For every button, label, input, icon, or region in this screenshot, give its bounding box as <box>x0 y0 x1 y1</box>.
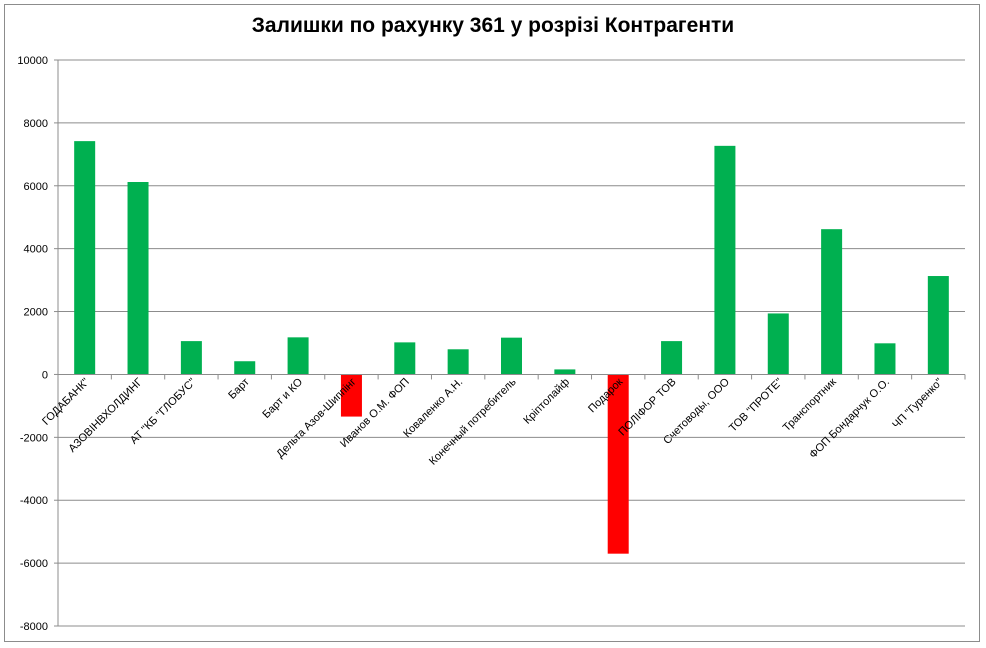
category-label: Конечный потребитель <box>427 376 519 468</box>
chart-frame <box>4 4 980 642</box>
bar <box>394 342 416 375</box>
bar <box>554 369 576 375</box>
bar <box>447 349 469 375</box>
bar <box>714 145 736 375</box>
y-tick-label: -6000 <box>20 558 48 570</box>
bar <box>874 343 896 375</box>
y-tick-label: 8000 <box>24 118 48 130</box>
y-tick-label: -8000 <box>20 621 48 633</box>
y-tick-label: 0 <box>42 369 48 381</box>
bar <box>180 341 202 375</box>
category-label: ЧП "Гуренко" <box>890 376 945 431</box>
category-label: Транспортник <box>781 376 839 434</box>
axes <box>57 60 966 626</box>
category-label: ГОДАБАНК" <box>40 376 92 428</box>
bar <box>340 374 362 417</box>
bar <box>74 141 96 375</box>
category-label: Кріптолайф <box>521 376 572 427</box>
category-label: ТОВ "ПРОТЕ" <box>727 376 785 434</box>
bars <box>74 141 949 554</box>
y-axis-ticks: 10000 8000 6000 4000 2000 0 -2000 -4000 -6000 -80… <box>17 55 48 633</box>
y-tick-label: 10000 <box>17 55 48 67</box>
bar <box>127 182 149 375</box>
bar <box>234 361 256 375</box>
bar <box>607 374 629 554</box>
bar <box>767 313 789 375</box>
bar <box>927 276 949 375</box>
y-tick-label: 6000 <box>24 181 48 193</box>
bar <box>661 341 683 375</box>
bar <box>821 229 843 375</box>
bar <box>287 337 309 375</box>
category-label: Барт и КО <box>260 376 305 421</box>
y-tick-label: 4000 <box>24 244 48 256</box>
bar <box>501 337 522 375</box>
chart-title: Залишки по рахунку 361 у розрізі Контраг… <box>251 14 735 37</box>
y-tick-label: -4000 <box>20 495 48 507</box>
y-tick-label: -2000 <box>20 432 48 444</box>
category-label: Барт <box>226 376 252 402</box>
y-tick-label: 2000 <box>24 307 48 319</box>
